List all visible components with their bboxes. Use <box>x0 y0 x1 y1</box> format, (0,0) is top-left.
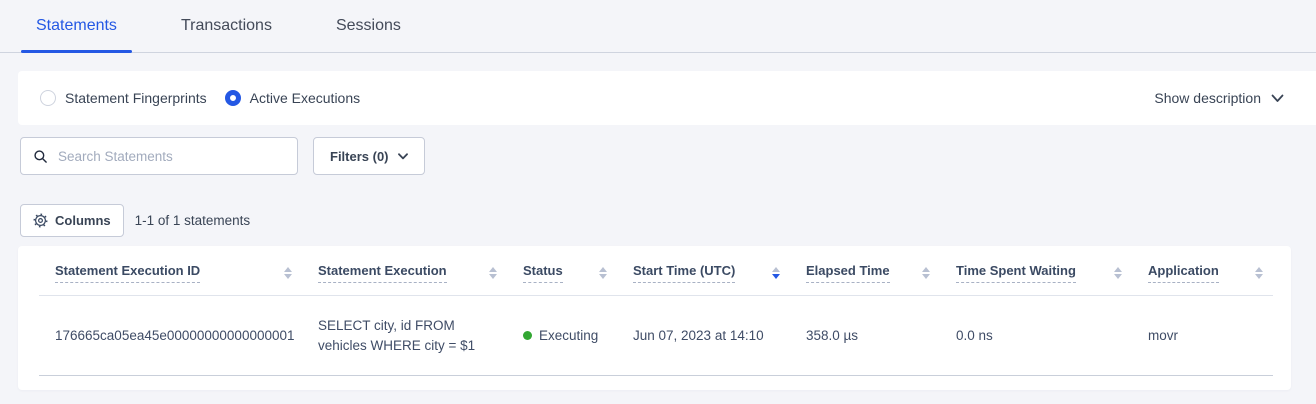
view-mode-radio-group: Statement Fingerprints Active Executions <box>40 90 378 106</box>
columns-button[interactable]: Columns <box>20 204 124 237</box>
table-row[interactable]: 176665ca05ea45e00000000000000001 SELECT … <box>39 295 1273 377</box>
table-toolbar: Columns 1-1 of 1 statements <box>20 204 1316 237</box>
tab-bar: Statements Transactions Sessions <box>0 0 1316 53</box>
column-header-time-spent-waiting[interactable]: Time Spent Waiting <box>940 246 1132 296</box>
sort-icon[interactable] <box>922 267 930 279</box>
sort-icon[interactable] <box>284 267 292 279</box>
cell-statement-execution[interactable]: SELECT city, id FROM vehicles WHERE city… <box>302 295 507 377</box>
tab-sessions[interactable]: Sessions <box>335 17 401 34</box>
sort-icon[interactable] <box>1255 267 1263 279</box>
chevron-down-icon <box>397 152 408 160</box>
search-input[interactable] <box>58 148 285 164</box>
sort-icon[interactable] <box>772 267 780 279</box>
search-box[interactable] <box>20 137 298 175</box>
search-filter-row: Filters (0) <box>20 137 1316 175</box>
show-description-label: Show description <box>1154 90 1261 106</box>
radio-label: Active Executions <box>249 90 361 106</box>
column-header-start-time[interactable]: Start Time (UTC) <box>617 246 790 296</box>
radio-label: Statement Fingerprints <box>65 90 207 106</box>
result-count: 1-1 of 1 statements <box>134 213 251 228</box>
sort-icon[interactable] <box>599 267 607 279</box>
sort-icon[interactable] <box>1114 267 1122 279</box>
radio-selected-icon <box>224 90 241 106</box>
statements-table: Statement Execution ID Statement Executi… <box>39 246 1273 377</box>
radio-unselected-icon <box>40 90 56 106</box>
column-header-status[interactable]: Status <box>507 246 617 296</box>
column-header-application[interactable]: Application <box>1132 246 1273 296</box>
sort-icon[interactable] <box>489 267 497 279</box>
view-mode-card: Statement Fingerprints Active Executions… <box>18 71 1316 125</box>
cell-statement-execution-id[interactable]: 176665ca05ea45e00000000000000001 <box>39 295 302 377</box>
status-label: Executing <box>539 327 599 343</box>
column-header-statement-execution-id[interactable]: Statement Execution ID <box>39 246 302 296</box>
column-header-statement-execution[interactable]: Statement Execution <box>302 246 507 296</box>
status-dot-icon <box>523 331 532 341</box>
table-header-row: Statement Execution ID Statement Executi… <box>39 246 1273 296</box>
filters-button[interactable]: Filters (0) <box>313 137 425 175</box>
cell-status: Executing <box>507 295 617 377</box>
cell-application: movr <box>1132 295 1273 377</box>
columns-label: Columns <box>55 213 111 228</box>
sql-activity-page: Statements Transactions Sessions Stateme… <box>0 0 1316 391</box>
tab-statements[interactable]: Statements <box>21 0 132 53</box>
tab-transactions[interactable]: Transactions <box>180 17 272 34</box>
column-header-elapsed-time[interactable]: Elapsed Time <box>790 246 940 296</box>
search-icon <box>33 149 48 164</box>
radio-statement-fingerprints[interactable]: Statement Fingerprints <box>40 90 207 106</box>
gear-icon <box>33 213 48 228</box>
cell-time-spent-waiting: 0.0 ns <box>940 295 1132 377</box>
show-description-toggle[interactable]: Show description <box>1154 90 1284 106</box>
cell-elapsed-time: 358.0 µs <box>790 295 940 377</box>
statements-table-card: Statement Execution ID Statement Executi… <box>18 246 1291 391</box>
cell-start-time: Jun 07, 2023 at 14:10 <box>617 295 790 377</box>
chevron-down-icon <box>1271 94 1284 103</box>
radio-active-executions[interactable]: Active Executions <box>224 90 361 106</box>
filters-label: Filters (0) <box>330 148 389 164</box>
